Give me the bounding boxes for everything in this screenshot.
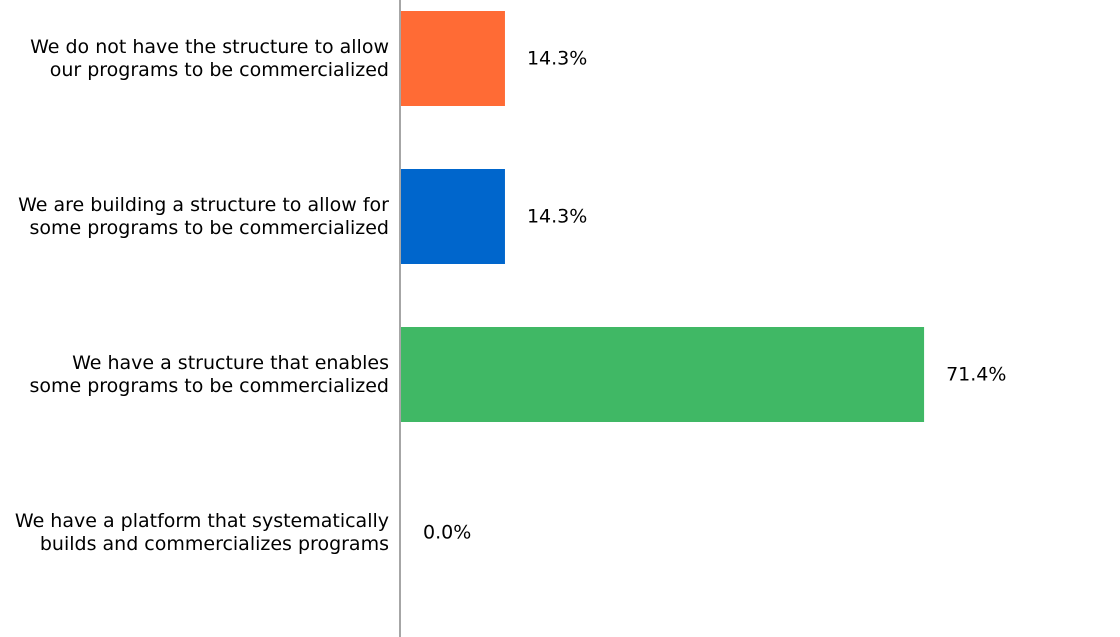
bar-1 bbox=[400, 169, 505, 264]
category-label-2: We have a structure that enables some pro… bbox=[29, 352, 389, 397]
category-label-3-line-0: We have a platform that systematically bbox=[15, 510, 389, 532]
category-label-2-line-1: some programs to be commercialized bbox=[29, 375, 389, 397]
value-label-3: 0.0% bbox=[423, 522, 471, 544]
value-label-2: 71.4% bbox=[946, 364, 1006, 386]
category-label-0-line-1: our programs to be commercialized bbox=[50, 59, 389, 81]
value-label-0: 14.3% bbox=[527, 48, 587, 70]
category-label-1-line-0: We are building a structure to allow for bbox=[18, 194, 389, 216]
category-label-1: We are building a structure to allow for… bbox=[18, 194, 389, 239]
category-label-3-line-1: builds and commercializes programs bbox=[40, 533, 389, 555]
category-label-3: We have a platform that systematically bu… bbox=[15, 510, 389, 555]
bar-2 bbox=[400, 327, 925, 422]
bar-0 bbox=[400, 11, 505, 106]
value-label-1: 14.3% bbox=[527, 206, 587, 228]
category-label-1-line-1: some programs to be commercialized bbox=[29, 217, 389, 239]
category-labels-group: We do not have the structure to allow our… bbox=[15, 36, 389, 555]
category-label-0: We do not have the structure to allow our… bbox=[30, 36, 389, 81]
bars-group bbox=[400, 11, 925, 422]
category-label-0-line-0: We do not have the structure to allow bbox=[30, 36, 389, 58]
value-labels-group: 14.3% 14.3% 71.4% 0.0% bbox=[423, 48, 1006, 544]
category-label-2-line-0: We have a structure that enables bbox=[72, 352, 389, 374]
